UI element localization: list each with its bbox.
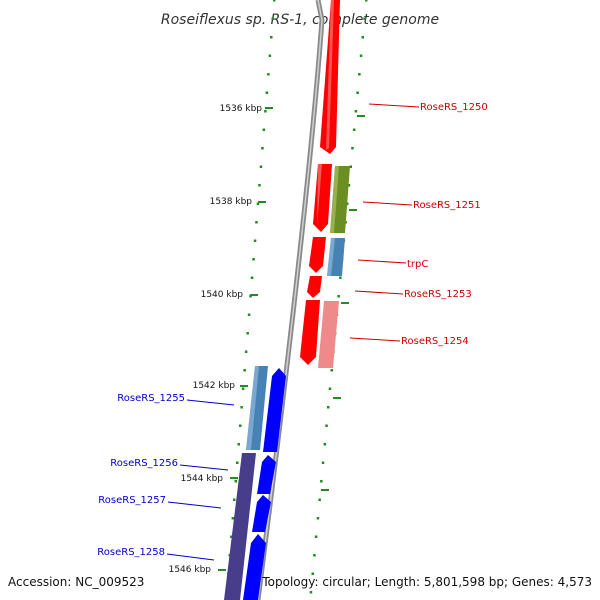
ring-dot: [359, 54, 363, 57]
cds-block-roseRS-1254[interactable]: [318, 301, 339, 368]
ring-dot: [309, 591, 313, 594]
gene-arrow-roseRS-1251[interactable]: [313, 164, 332, 232]
ring-dot: [255, 221, 258, 224]
gene-label-roseRS-1256[interactable]: RoseRS_1256: [110, 458, 178, 469]
ring-dot: [271, 17, 274, 20]
ring-dot: [239, 424, 242, 427]
ring-dot: [230, 535, 233, 538]
gene-arrow-roseRS-1253[interactable]: [307, 276, 322, 298]
ring-dot: [237, 443, 240, 446]
ring-dot: [231, 517, 235, 520]
tick-label: 1538 kbp: [210, 197, 253, 207]
ring-dot: [316, 517, 320, 520]
ring-dot: [321, 461, 325, 464]
ring-dot: [256, 202, 260, 205]
gene-arrow-trpC[interactable]: [309, 237, 326, 273]
ring-dot: [240, 406, 243, 409]
ring-dot: [361, 36, 364, 39]
ring-dot: [259, 165, 263, 168]
ring-dot: [358, 73, 361, 76]
ring-dot: [273, 0, 276, 2]
ring-dot: [320, 480, 323, 483]
ring-dot: [233, 498, 236, 501]
ring-dot: [261, 147, 264, 150]
ring-dot: [314, 535, 318, 538]
ring-dot: [253, 239, 257, 242]
ring-dot: [265, 91, 269, 94]
scale-tick-1544: 1544 kbp: [181, 474, 238, 484]
gene-label-roseRS-1257[interactable]: RoseRS_1257: [98, 495, 166, 506]
gene-arrow-roseRS-1254[interactable]: [300, 300, 320, 365]
ring-dot: [243, 369, 246, 372]
ring-dot: [347, 184, 351, 187]
map-title: Roseiflexus sp. RS-1, complete genome: [161, 12, 439, 28]
gene-label-roseRS-1254[interactable]: RoseRS_1254: [401, 336, 469, 347]
accession-text: Accession: NC_009523: [8, 575, 144, 589]
tick-label: 1540 kbp: [201, 290, 244, 300]
ring-dot: [349, 165, 352, 168]
ring-dot: [323, 443, 327, 446]
ring-dot: [351, 147, 354, 150]
ring-dot: [268, 54, 272, 57]
ring-dot: [327, 406, 330, 409]
ring-dot: [234, 480, 237, 483]
ring-dot: [339, 276, 342, 279]
ring-dot: [318, 498, 321, 501]
ring-dot: [352, 128, 356, 131]
gene-label-roseRS-1251[interactable]: RoseRS_1251: [413, 200, 481, 211]
ring-dot: [356, 91, 359, 94]
ring-dot: [328, 387, 332, 390]
gene-arrow-roseRS-1255[interactable]: [263, 368, 286, 452]
ring-dot: [363, 17, 366, 20]
ring-dot: [346, 202, 349, 205]
ring-dot: [267, 73, 270, 76]
ring-dot: [250, 276, 254, 279]
cds-block-roseRS-1256[interactable]: [224, 453, 256, 600]
gene-label-roseRS-1253[interactable]: RoseRS_1253: [404, 289, 472, 300]
ring-dot: [249, 295, 252, 298]
ring-dot: [365, 0, 368, 2]
ring-dot: [258, 184, 261, 187]
ring-dot: [241, 387, 245, 390]
gene-arrow-roseRS-1256[interactable]: [257, 455, 276, 494]
ring-dot: [264, 110, 267, 113]
genome-summary-text: Topology: circular; Length: 5,801,598 bp…: [261, 575, 592, 589]
ring-dot: [325, 424, 328, 427]
tick-label: 1544 kbp: [181, 474, 224, 484]
ring-dot: [270, 36, 273, 39]
ring-dot: [330, 369, 333, 372]
gene-label-roseRS-1258[interactable]: RoseRS_1258: [97, 547, 165, 558]
tick-label: 1542 kbp: [193, 381, 236, 391]
ring-dot: [311, 572, 314, 575]
gene-label-trpC[interactable]: trpC: [407, 259, 428, 270]
ring-dot: [244, 350, 248, 353]
scale-tick-1546: 1546 kbp: [169, 565, 226, 575]
ring-dot: [262, 128, 266, 131]
gene-arrow-roseRS-1257[interactable]: [252, 495, 271, 532]
ring-dot: [337, 295, 340, 298]
ring-dot: [354, 110, 358, 113]
gene-label-roseRS-1255[interactable]: RoseRS_1255: [117, 393, 185, 404]
ring-dot: [252, 258, 255, 261]
gene-label-roseRS-1250[interactable]: RoseRS_1250: [420, 102, 488, 113]
tick-label: 1546 kbp: [169, 565, 212, 575]
ring-dot: [246, 332, 249, 335]
ring-dot: [313, 554, 316, 557]
scale-tick-1542: 1542 kbp: [193, 381, 248, 391]
scale-tick-1538: 1538 kbp: [210, 197, 266, 207]
tick-label: 1536 kbp: [220, 104, 263, 114]
ring-dot: [236, 461, 239, 464]
gene-arrow-roseRS-1258[interactable]: [243, 534, 266, 600]
scale-tick-1540: 1540 kbp: [201, 290, 258, 300]
ring-dot: [247, 313, 251, 316]
scale-tick-1536: 1536 kbp: [220, 104, 273, 114]
